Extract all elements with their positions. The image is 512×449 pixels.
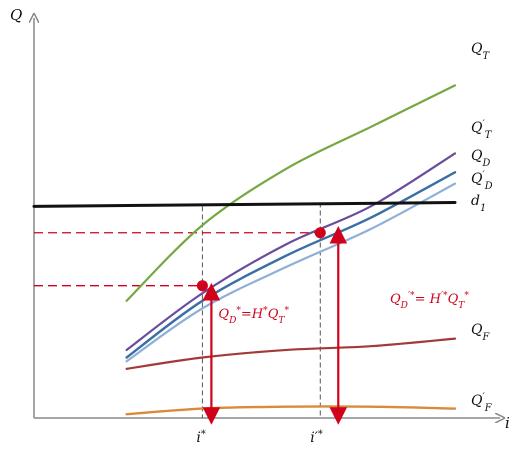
label-q-f-prime-part: ′ (482, 392, 485, 403)
label-q-t-prime-part: T (485, 130, 493, 141)
equation-right: QD′*= H′*QT* (390, 291, 469, 311)
label-q-f-prime-part: F (484, 403, 493, 414)
equation-right-part: ′* (408, 291, 415, 301)
label-q-d-prime: Q′D (471, 170, 493, 192)
label-q-f-part: Q (471, 322, 483, 338)
x-tick-i-prime-star: i′* (310, 429, 323, 447)
equation-right-part: = H (415, 292, 442, 307)
series-q-t-prime (125, 152, 457, 352)
x-tick-i-star-part: * (201, 429, 206, 440)
series-d1 (32, 201, 457, 208)
equation-right-part: T (458, 301, 465, 311)
y-axis-label: Q (10, 6, 22, 24)
equation-left-part: D (228, 316, 237, 326)
x-tick-i-star: i* (196, 429, 205, 447)
equation-left-part: =H (241, 307, 264, 322)
equation-left-part: Q (268, 307, 279, 322)
label-q-d-prime-part: D (484, 181, 493, 192)
x-axis-label: i (505, 414, 510, 432)
equation-left-part: * (284, 306, 289, 316)
x-tick-i-star-part: i (196, 430, 200, 446)
equation-right-part: Q (390, 292, 401, 307)
label-d1-part: 1 (480, 203, 486, 214)
label-q-d-prime-part: ′ (482, 170, 485, 181)
equation-left: QD*=H*QT* (218, 306, 289, 326)
label-q-d-prime-part: Q (471, 171, 483, 187)
label-q-t-prime: Q′T (471, 119, 493, 141)
label-q-t-prime-part: Q (471, 120, 483, 136)
axes (34, 18, 500, 418)
label-q-f-prime-part: Q (471, 393, 483, 409)
guides-group (34, 202, 321, 418)
label-q-f-prime: Q′F (471, 392, 493, 414)
annotations-group: QD*=H*QT*QD′*= H′*QT* (196, 225, 469, 425)
series-q-f (125, 337, 457, 370)
x-tick-i-prime-star-part: i′ (310, 430, 318, 446)
equation-right-part: ′* (441, 291, 448, 301)
label-q-d-part: D (481, 158, 490, 169)
label-d1-part: d (471, 193, 480, 209)
point-1 (196, 280, 208, 292)
equation-left-part: T (278, 316, 285, 326)
label-q-d-part: Q (471, 148, 483, 164)
x-tick-i-prime-star-part: * (318, 429, 323, 440)
label-q-f: QF (471, 322, 490, 343)
label-q-t: QT (471, 41, 490, 62)
label-q-f-part: F (481, 332, 490, 343)
series-q-f-prime (125, 405, 457, 416)
label-d1: d1 (471, 193, 486, 214)
label-q-d: QD (471, 148, 490, 169)
equation-right-part: * (464, 291, 469, 301)
point-2 (314, 227, 326, 239)
label-q-t-prime-part: ′ (482, 119, 485, 130)
label-q-t-part: Q (471, 41, 483, 57)
equation-left-part: Q (218, 307, 229, 322)
equation-left-part: * (263, 306, 268, 316)
equation-left-part: * (236, 306, 241, 316)
label-q-t-part: T (482, 51, 490, 62)
curves-group (32, 84, 457, 416)
equation-right-part: D (400, 301, 409, 311)
series-q-d-prime (125, 182, 457, 363)
series-q-t (125, 84, 457, 302)
equation-right-part: Q (448, 292, 459, 307)
